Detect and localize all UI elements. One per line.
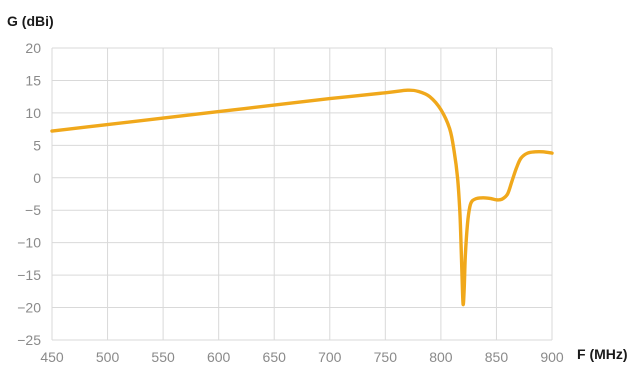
y-tick-label: −20 [17,300,41,316]
y-tick-label: 10 [25,105,41,121]
series-layer [50,88,554,307]
y-tick-label: 15 [25,72,41,88]
y-tick-label: −5 [25,202,41,218]
y-tick-label: −10 [17,235,41,251]
x-tick-label: 900 [540,349,564,365]
y-tick-label: 5 [33,137,41,153]
y-tick-label: 20 [25,40,41,56]
x-tick-label: 600 [207,349,231,365]
y-axis-title: G (dBi) [7,13,54,29]
y-tick-label: −25 [17,332,41,348]
x-tick-label: 550 [151,349,175,365]
x-tick-label: 750 [374,349,398,365]
x-tick-label: 450 [40,349,64,365]
x-tick-label: 700 [318,349,342,365]
x-tick-label: 800 [429,349,453,365]
x-tick-label: 500 [96,349,120,365]
x-tick-label: 650 [263,349,287,365]
grid [51,47,553,341]
y-tick-label: 0 [33,170,41,186]
x-tick-label: 850 [485,349,509,365]
gain-series-line [50,88,554,307]
x-axis-title: F (MHz) [577,346,628,362]
y-tick-label: −15 [17,267,41,283]
